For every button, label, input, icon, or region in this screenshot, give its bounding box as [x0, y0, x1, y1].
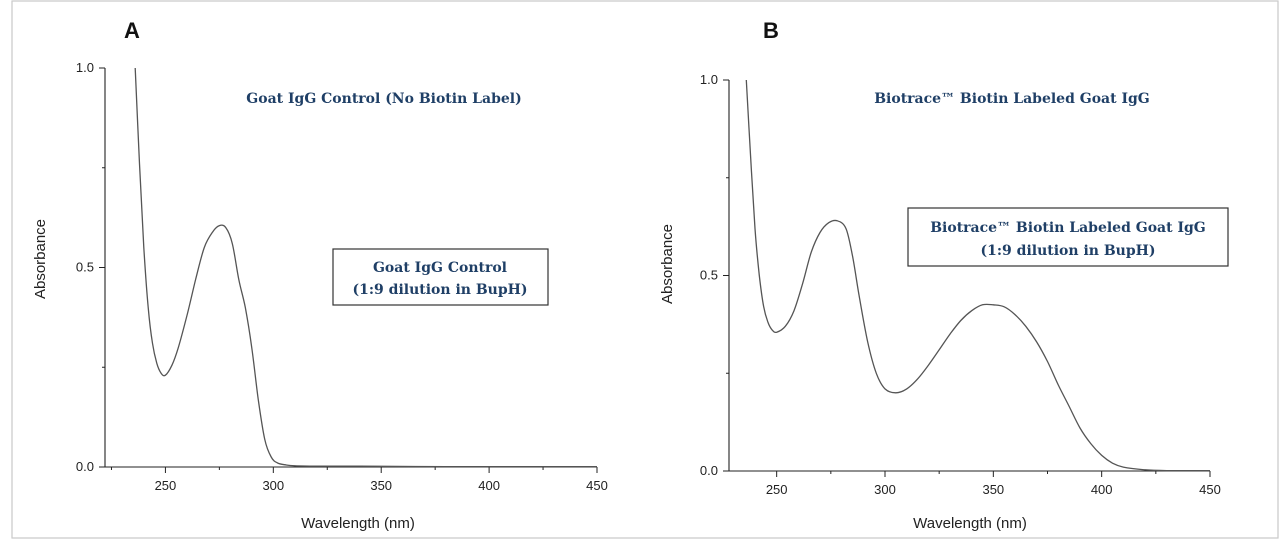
panel-a: A Absorbance Wavelength (nm) 250 300 350 40… — [32, 18, 608, 532]
y-tick-label: 0.0 — [76, 459, 94, 474]
panel-b-box-line-1: Biotrace™ Biotin Labeled Goat IgG — [930, 220, 1206, 236]
panel-a-x-axis-label: Wavelength (nm) — [301, 515, 415, 532]
panel-b-legend-box — [907, 207, 1229, 267]
y-tick-label: 0.5 — [76, 260, 94, 275]
panel-a-box-line-1: Goat IgG Control — [373, 260, 507, 276]
figure-border — [11, 0, 1279, 539]
x-tick-label: 250 — [155, 478, 177, 493]
x-tick-label: 450 — [1199, 482, 1221, 497]
y-tick-label: 1.0 — [76, 60, 94, 75]
panel-b-ticks: 250 300 350 400 450 0.0 0.5 1.0 — [700, 72, 1221, 497]
panel-a-box-line-2: (1:9 dilution in BupH) — [353, 282, 528, 298]
panel-a-label: A — [124, 18, 140, 43]
panel-a-legend-box — [332, 248, 549, 306]
x-tick-label: 250 — [766, 482, 788, 497]
panel-b-box-line-2: (1:9 dilution in BupH) — [981, 243, 1156, 259]
x-tick-label: 400 — [478, 478, 500, 493]
panel-a-absorbance-curve — [134, 67, 597, 468]
y-tick-label: 0.0 — [700, 463, 718, 478]
x-tick-label: 350 — [370, 478, 392, 493]
y-tick-label: 0.5 — [700, 268, 718, 283]
x-tick-label: 400 — [1091, 482, 1113, 497]
panel-b-y-axis-label: Absorbance — [659, 224, 676, 304]
x-tick-label: 300 — [874, 482, 896, 497]
panel-b-annotation-title: Biotrace™ Biotin Labeled Goat IgG — [874, 91, 1150, 107]
panel-b: B Absorbance Wavelength (nm) 250 300 350 40… — [659, 18, 1229, 532]
panel-b-label: B — [763, 18, 779, 43]
x-tick-label: 300 — [262, 478, 284, 493]
panel-a-y-axis-label: Absorbance — [32, 219, 49, 299]
x-tick-label: 450 — [586, 478, 608, 493]
panel-a-annotation-title: Goat IgG Control (No Biotin Label) — [246, 91, 521, 107]
panel-a-ticks: 250 300 350 400 450 0.0 0.5 1.0 — [76, 60, 608, 493]
y-tick-label: 1.0 — [700, 72, 718, 87]
panel-b-x-axis-label: Wavelength (nm) — [913, 515, 1027, 532]
x-tick-label: 350 — [982, 482, 1004, 497]
panel-b-absorbance-curve — [745, 79, 1210, 472]
